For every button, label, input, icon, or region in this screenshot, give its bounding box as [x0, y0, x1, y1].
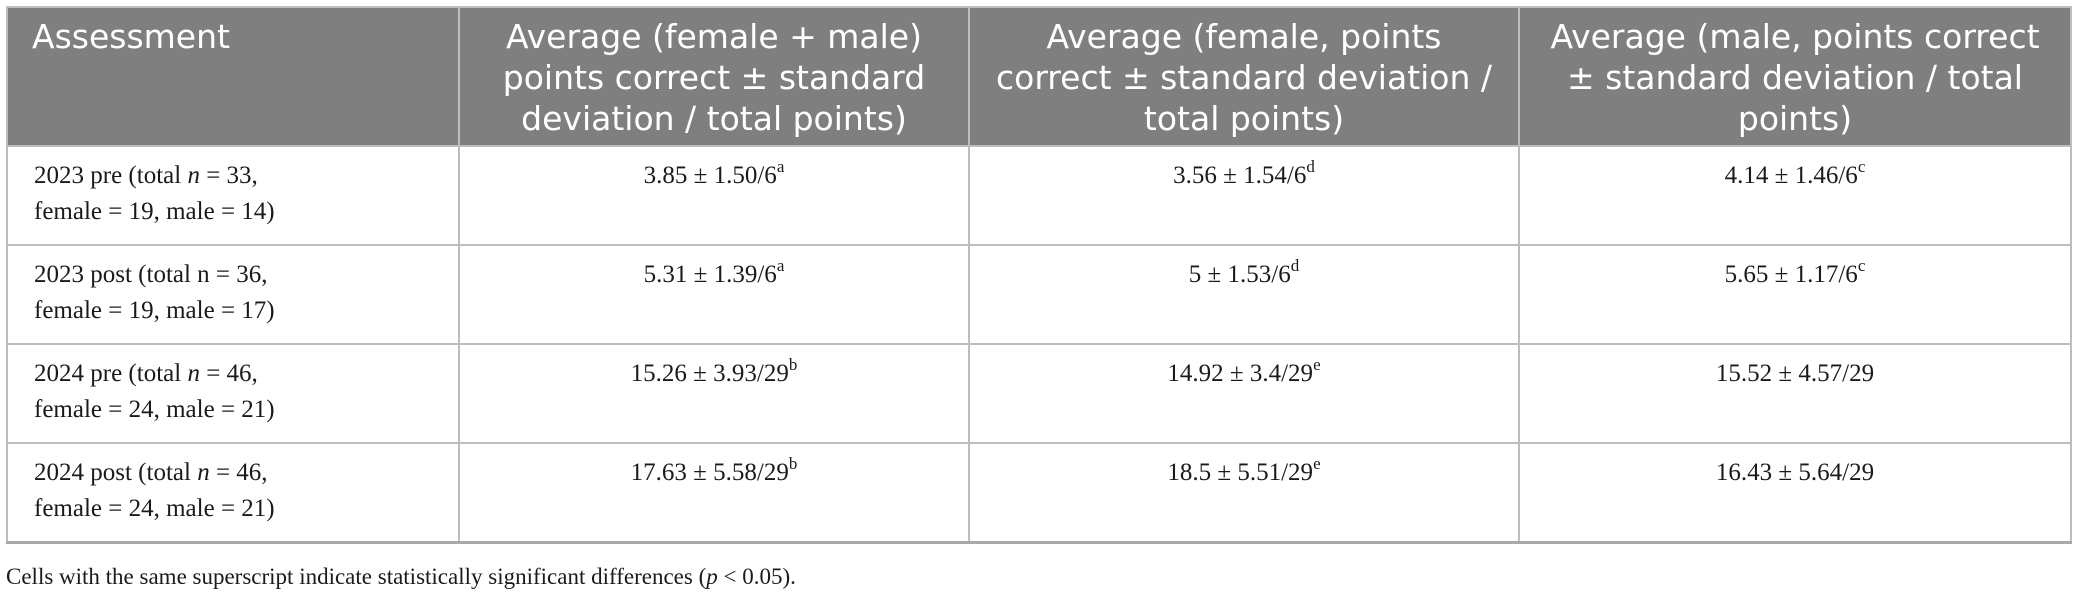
header-average-female: Average (female, points correct ± standa…	[968, 6, 1520, 147]
cell-value: 2023 pre (total	[34, 162, 188, 189]
results-table: Assessment Average (female + male) point…	[6, 6, 2072, 544]
superscript-marker: d	[1290, 255, 1300, 275]
superscript-marker: c	[1857, 156, 1866, 176]
header-average-combined: Average (female + male) points correct ±…	[458, 6, 970, 147]
row-label: 2024 post (total n = 46, female = 24, mal…	[6, 442, 460, 544]
cell-combined: 5.31 ± 1.39/6a	[458, 244, 970, 345]
row-label: 2024 pre (total n = 46, female = 24, male…	[6, 343, 460, 444]
text-segment: < 0.05).	[717, 564, 796, 589]
cell-value: n	[187, 162, 200, 189]
cell-value: 5 ± 1.53/6	[1188, 261, 1291, 288]
cell-value: 15.26 ± 3.93/29	[630, 360, 789, 387]
results-table-container: Assessment Average (female + male) point…	[6, 6, 2072, 544]
table-row: 2023 post (total n = 36, female = 19, mal…	[6, 244, 2072, 345]
cell-male: 15.52 ± 4.57/29	[1518, 343, 2072, 444]
table-header-row: Assessment Average (female + male) point…	[6, 6, 2072, 147]
cell-value: 2024 pre (total	[34, 360, 188, 387]
cell-value: 15.52 ± 4.57/29	[1715, 360, 1875, 387]
cell-value: 4.14 ± 1.46/6	[1724, 162, 1858, 189]
cell-value: n	[197, 459, 210, 486]
superscript-marker: a	[776, 255, 785, 275]
header-assessment: Assessment	[6, 6, 460, 147]
superscript-marker: b	[788, 453, 798, 473]
cell-value: 16.43 ± 5.64/29	[1715, 459, 1875, 486]
text-segment: p	[706, 564, 718, 589]
cell-value: 5.65 ± 1.17/6	[1724, 261, 1858, 288]
table-footnote: Cells with the same superscript indicate…	[6, 564, 796, 590]
cell-female: 5 ± 1.53/6d	[968, 244, 1520, 345]
cell-combined: 17.63 ± 5.58/29b	[458, 442, 970, 544]
cell-value: 18.5 ± 5.51/29	[1167, 459, 1314, 486]
cell-value: 3.56 ± 1.54/6	[1173, 162, 1307, 189]
superscript-marker: a	[776, 156, 785, 176]
cell-value: 2024 post (total	[34, 459, 198, 486]
cell-value: 5.31 ± 1.39/6	[643, 261, 777, 288]
cell-combined: 3.85 ± 1.50/6a	[458, 145, 970, 246]
cell-value: female = 24, male = 21)	[34, 396, 275, 423]
cell-female: 14.92 ± 3.4/29e	[968, 343, 1520, 444]
cell-value: 17.63 ± 5.58/29	[630, 459, 789, 486]
cell-male: 16.43 ± 5.64/29	[1518, 442, 2072, 544]
superscript-marker: e	[1313, 354, 1321, 374]
cell-combined: 15.26 ± 3.93/29b	[458, 343, 970, 444]
cell-value: = 46,	[199, 360, 258, 387]
cell-female: 18.5 ± 5.51/29e	[968, 442, 1520, 544]
row-label: 2023 post (total n = 36, female = 19, mal…	[6, 244, 460, 345]
superscript-marker: c	[1857, 255, 1866, 275]
row-label: 2023 pre (total n = 33, female = 19, male…	[6, 145, 460, 246]
cell-value: female = 24, male = 21)	[34, 495, 275, 522]
table-row: 2024 pre (total n = 46, female = 24, male…	[6, 343, 2072, 444]
text-segment: Cells with the same superscript indicate…	[6, 564, 707, 589]
superscript-marker: b	[788, 354, 798, 374]
cell-value: female = 19, male = 17)	[34, 297, 275, 324]
cell-value: 3.85 ± 1.50/6	[643, 162, 777, 189]
cell-female: 3.56 ± 1.54/6d	[968, 145, 1520, 246]
cell-value: n	[187, 360, 200, 387]
cell-male: 5.65 ± 1.17/6c	[1518, 244, 2072, 345]
cell-value: female = 19, male = 14)	[34, 198, 275, 225]
superscript-marker: e	[1313, 453, 1321, 473]
table-row: 2023 pre (total n = 33, female = 19, male…	[6, 145, 2072, 246]
table-row: 2024 post (total n = 46, female = 24, mal…	[6, 442, 2072, 544]
cell-value: = 46,	[209, 459, 268, 486]
superscript-marker: d	[1306, 156, 1315, 176]
cell-value: 14.92 ± 3.4/29	[1167, 360, 1314, 387]
cell-value: = 33,	[199, 162, 258, 189]
cell-value: 2023 post (total n = 36,	[34, 261, 268, 288]
cell-male: 4.14 ± 1.46/6c	[1518, 145, 2072, 246]
header-average-male: Average (male, points correct ± standard…	[1518, 6, 2072, 147]
